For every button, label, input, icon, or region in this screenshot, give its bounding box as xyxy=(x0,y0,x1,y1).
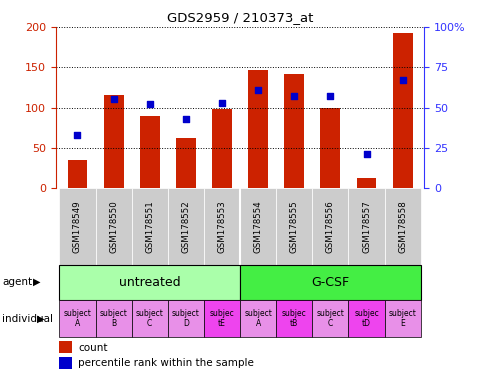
Bar xyxy=(276,300,312,337)
Text: GSM178556: GSM178556 xyxy=(325,200,334,253)
Bar xyxy=(284,74,303,188)
Bar xyxy=(384,188,420,265)
Bar xyxy=(203,188,240,265)
Text: ▶: ▶ xyxy=(33,277,40,287)
Bar xyxy=(60,341,72,353)
Text: GSM178549: GSM178549 xyxy=(73,200,82,253)
Bar xyxy=(67,160,87,188)
Point xyxy=(109,96,117,103)
Bar xyxy=(59,300,95,337)
Bar xyxy=(384,300,420,337)
Bar xyxy=(276,188,312,265)
Point xyxy=(74,132,81,138)
Bar xyxy=(240,265,420,300)
Point xyxy=(182,116,189,122)
Text: GSM178557: GSM178557 xyxy=(362,200,370,253)
Text: subject
C: subject C xyxy=(136,309,163,328)
Point xyxy=(218,99,226,106)
Text: GSM178550: GSM178550 xyxy=(109,200,118,253)
Text: subject
C: subject C xyxy=(316,309,344,328)
Text: GSM178554: GSM178554 xyxy=(253,200,262,253)
Text: subjec
tD: subjec tD xyxy=(353,309,378,328)
Bar xyxy=(312,188,348,265)
Text: GSM178552: GSM178552 xyxy=(181,200,190,253)
Bar xyxy=(348,300,384,337)
Text: percentile rank within the sample: percentile rank within the sample xyxy=(78,358,253,368)
Bar xyxy=(104,94,123,188)
Text: G-CSF: G-CSF xyxy=(311,276,349,289)
Point xyxy=(398,77,406,83)
Text: GSM178553: GSM178553 xyxy=(217,200,226,253)
Text: GSM178551: GSM178551 xyxy=(145,200,154,253)
Text: GSM178555: GSM178555 xyxy=(289,200,298,253)
Bar xyxy=(139,116,159,188)
Text: subject
A: subject A xyxy=(244,309,272,328)
Bar xyxy=(203,300,240,337)
Bar xyxy=(131,300,167,337)
Bar xyxy=(356,178,376,188)
Text: subject
A: subject A xyxy=(63,309,91,328)
Bar xyxy=(60,357,72,369)
Bar xyxy=(131,188,167,265)
Text: subject
E: subject E xyxy=(388,309,416,328)
Bar xyxy=(312,300,348,337)
Bar xyxy=(348,188,384,265)
Bar xyxy=(320,108,340,188)
Text: subject
D: subject D xyxy=(171,309,199,328)
Bar xyxy=(167,188,203,265)
Bar xyxy=(392,33,412,188)
Text: untreated: untreated xyxy=(119,276,180,289)
Bar xyxy=(59,265,240,300)
Bar xyxy=(212,109,231,188)
Bar xyxy=(95,188,131,265)
Text: ▶: ▶ xyxy=(37,314,44,324)
Bar xyxy=(167,300,203,337)
Text: count: count xyxy=(78,343,107,353)
Point xyxy=(290,93,298,99)
Bar xyxy=(248,70,268,188)
Point xyxy=(146,101,153,108)
Point xyxy=(326,93,333,99)
Bar xyxy=(176,138,196,188)
Title: GDS2959 / 210373_at: GDS2959 / 210373_at xyxy=(166,11,313,24)
Text: subject
B: subject B xyxy=(99,309,127,328)
Bar xyxy=(95,300,131,337)
Bar xyxy=(240,300,276,337)
Bar xyxy=(240,188,276,265)
Text: individual: individual xyxy=(2,314,53,324)
Text: agent: agent xyxy=(2,277,32,287)
Bar xyxy=(59,188,95,265)
Text: GSM178558: GSM178558 xyxy=(397,200,407,253)
Point xyxy=(254,87,261,93)
Text: subjec
tB: subjec tB xyxy=(281,309,306,328)
Text: subjec
tE: subjec tE xyxy=(209,309,234,328)
Point xyxy=(362,151,370,157)
